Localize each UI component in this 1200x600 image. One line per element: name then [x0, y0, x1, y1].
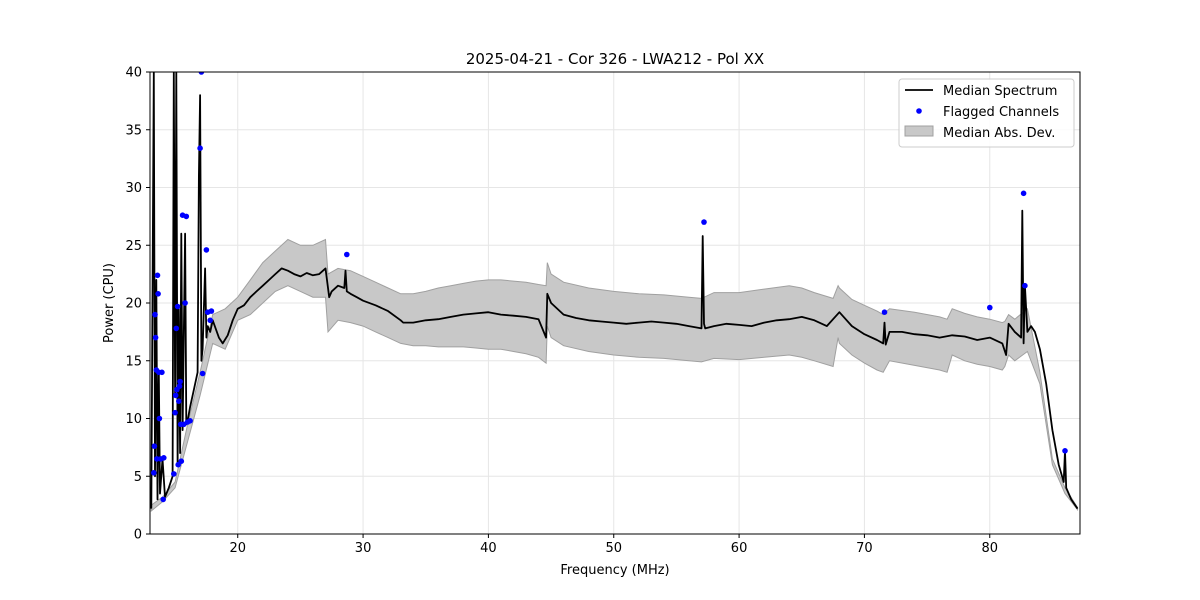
flagged-channel-point — [1020, 190, 1027, 197]
flagged-channel-point — [182, 300, 188, 306]
y-tick-label: 40 — [125, 66, 142, 81]
flagged-channel-point — [199, 370, 206, 377]
median-spectrum-line — [150, 72, 1079, 510]
x-tick-label: 20 — [229, 541, 246, 556]
x-axis-ticks: 20 30 40 50 60 70 80 — [229, 534, 998, 556]
y-tick-label: 10 — [125, 412, 142, 427]
x-tick-label: 60 — [731, 541, 748, 556]
y-tick-label: 20 — [125, 297, 142, 312]
flagged-channel-point — [172, 392, 179, 399]
y-axis-label: Power (CPU) — [102, 263, 117, 343]
x-tick-label: 50 — [605, 541, 622, 556]
flagged-channel-point — [151, 470, 157, 476]
flagged-channel-point — [159, 369, 165, 376]
y-tick-label: 0 — [134, 528, 142, 543]
grid — [150, 71, 1080, 535]
flagged-channel-point — [198, 72, 205, 75]
flagged-channel-point — [987, 304, 993, 311]
median-abs-dev-band — [150, 238, 1078, 512]
flagged-channels — [151, 72, 1068, 503]
flagged-channel-point — [177, 378, 183, 385]
y-tick-label: 5 — [134, 470, 142, 485]
flagged-channel-point — [160, 496, 166, 503]
flagged-channel-point — [172, 409, 178, 416]
x-axis-label: Frequency (MHz) — [560, 563, 669, 578]
y-axis-ticks: 0 5 10 15 20 25 30 35 40 — [125, 66, 150, 543]
chart-title: 2025-04-21 - Cor 326 - LWA212 - Pol XX — [466, 50, 764, 68]
y-tick-label: 30 — [125, 181, 142, 196]
flagged-channel-point — [197, 145, 203, 151]
flagged-channel-point — [207, 317, 213, 324]
flagged-channel-point — [1022, 282, 1028, 289]
flagged-channel-point — [183, 213, 190, 220]
flagged-channel-point — [1062, 448, 1068, 454]
flagged-channel-point — [173, 325, 180, 332]
flagged-channel-point — [208, 308, 215, 314]
flagged-channel-point — [161, 455, 167, 461]
x-tick-label: 40 — [480, 541, 497, 556]
flagged-channel-point — [171, 471, 177, 477]
x-tick-label: 70 — [856, 541, 873, 556]
legend: Median Spectrum Flagged Channels Median … — [898, 78, 1075, 148]
flagged-channel-point — [344, 251, 350, 258]
flagged-channel-point — [155, 291, 161, 297]
x-tick-label: 80 — [981, 541, 998, 556]
flagged-channel-point — [154, 272, 161, 279]
flagged-channel-point — [152, 311, 158, 318]
flagged-channel-point — [176, 383, 183, 390]
flagged-channel-point — [151, 443, 158, 450]
y-tick-label: 15 — [125, 354, 142, 369]
flagged-channel-point — [156, 415, 163, 422]
legend-label-median-spectrum: Median Spectrum — [943, 84, 1057, 99]
flagged-channel-point — [203, 247, 210, 253]
flagged-channel-point — [187, 418, 193, 424]
legend-marker-swatch — [916, 108, 922, 114]
legend-patch-swatch — [904, 125, 934, 137]
legend-label-flagged-channels: Flagged Channels — [943, 105, 1059, 120]
legend-label-median-abs-dev: Median Abs. Dev. — [943, 126, 1055, 141]
flagged-channel-point — [174, 303, 181, 310]
legend-box — [898, 78, 1075, 148]
flagged-channel-point — [881, 309, 888, 316]
flagged-channel-point — [152, 334, 159, 341]
flagged-channel-point — [178, 458, 185, 465]
flagged-channel-point — [701, 219, 707, 225]
y-tick-label: 35 — [125, 123, 142, 138]
flagged-channel-point — [176, 398, 182, 405]
x-tick-label: 30 — [355, 541, 372, 556]
y-tick-label: 25 — [125, 239, 142, 254]
